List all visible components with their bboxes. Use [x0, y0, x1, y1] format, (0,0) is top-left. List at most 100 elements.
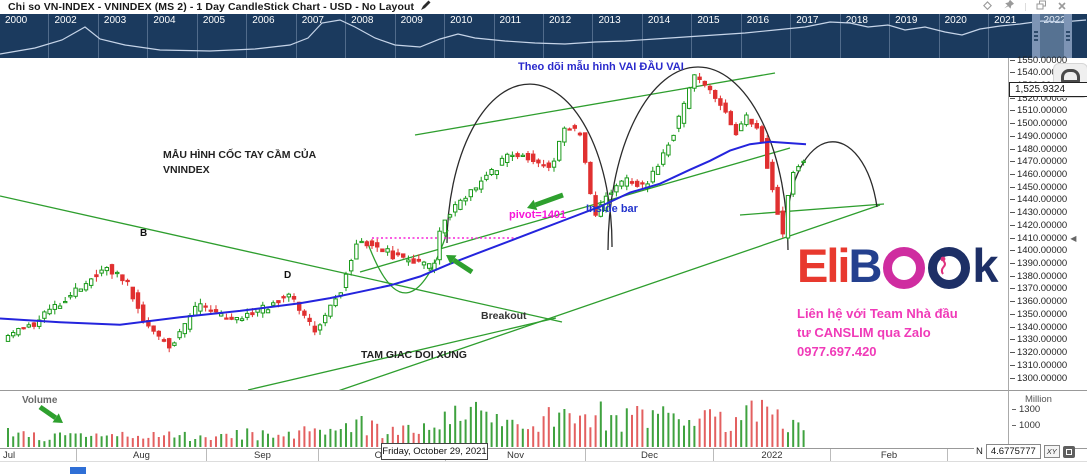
- range-handle-right[interactable]: [1064, 14, 1072, 58]
- month-label: [947, 449, 1087, 461]
- year-label[interactable]: 2000: [5, 15, 28, 26]
- month-label: Feb: [830, 449, 947, 461]
- close-icon[interactable]: [1057, 0, 1067, 16]
- price-tick-label: 1330.00000: [1010, 334, 1067, 346]
- price-tick-label: 1430.00000: [1010, 207, 1067, 219]
- price-tick-label: 1480.00000: [1010, 143, 1067, 155]
- icon-divider: [1025, 3, 1026, 11]
- year-label[interactable]: 2019: [889, 14, 938, 58]
- price-tick-label: 1390.00000: [1010, 258, 1067, 270]
- point-d-label: D: [284, 270, 292, 281]
- year-label[interactable]: 2007: [295, 14, 345, 58]
- price-tick-label: 1440.00000: [1010, 194, 1067, 206]
- price-tick-label: 1400.00000: [1010, 245, 1067, 257]
- restore-window-icon[interactable]: [1036, 0, 1047, 16]
- bottom-strip: [0, 461, 1087, 475]
- price-tick-label: 1320.00000: [1010, 347, 1067, 359]
- year-label[interactable]: 2003: [97, 14, 147, 58]
- title-bar: Chi so VN-INDEX - VNINDEX (MS 2) - 1 Day…: [0, 0, 1087, 14]
- price-tick-label: 1550.00000: [1010, 54, 1067, 66]
- month-label: Dec: [585, 449, 713, 461]
- year-label[interactable]: 2016: [740, 14, 790, 58]
- status-window-icon[interactable]: [1062, 445, 1075, 458]
- volume-tick: 1000: [1012, 420, 1040, 431]
- year-label[interactable]: 2020: [938, 14, 988, 58]
- price-tick-label: 1340.00000: [1010, 321, 1067, 333]
- price-tick-label: 1460.00000: [1010, 168, 1067, 180]
- price-tick-label: 1510.00000: [1010, 105, 1067, 117]
- price-tick-label: 1540.00000: [1010, 67, 1067, 79]
- price-tick-label: 1370.00000: [1010, 283, 1067, 295]
- year-label[interactable]: 2018: [839, 14, 889, 58]
- month-label: 2022: [713, 449, 830, 461]
- annotation-pivot: pivot=1401: [509, 209, 567, 221]
- month-label: Sep: [206, 449, 318, 461]
- price-tick-label: 1360.00000: [1010, 296, 1067, 308]
- price-tick-label: 1420.00000: [1010, 219, 1067, 231]
- status-prefix: N: [976, 446, 983, 457]
- year-label[interactable]: 2009: [394, 14, 444, 58]
- annotation-cup-handle: MẪU HÌNH CỐC TAY CẦM CỦA VNINDEX: [163, 149, 316, 176]
- price-tick-label: 1410.00000 ◀: [1010, 232, 1076, 244]
- overview-mini-chart: [0, 19, 1087, 55]
- point-b-label: B: [140, 228, 148, 239]
- annotation-inside-bar: Inside bar: [586, 203, 638, 215]
- price-tick-label: 1380.00000: [1010, 270, 1067, 282]
- logo-contact: Liên hệ với Team Nhà đầu tư CANSLIM qua Z…: [797, 306, 958, 359]
- logo-part-k: k: [972, 238, 999, 292]
- year-label[interactable]: 2014: [641, 14, 691, 58]
- volume-unit-label: Million: [1025, 394, 1052, 405]
- price-tick-label: 1300.00000: [1010, 372, 1067, 384]
- year-label[interactable]: 2013: [592, 14, 641, 58]
- year-label[interactable]: 2006: [246, 14, 295, 58]
- price-pane[interactable]: Theo dõi mẫu hình VAI ĐẦU VAI MẪU HÌNH C…: [0, 58, 1008, 393]
- price-tick-label: 1310.00000: [1010, 359, 1067, 371]
- price-tick-label: 1490.00000: [1010, 130, 1067, 142]
- year-label[interactable]: 2012: [542, 14, 592, 58]
- window-title: Chi so VN-INDEX - VNINDEX (MS 2) - 1 Day…: [8, 1, 415, 13]
- year-label[interactable]: 2011: [493, 14, 543, 58]
- annotation-breakout: Breakout: [481, 310, 527, 322]
- month-label: Aug: [76, 449, 206, 461]
- year-label[interactable]: 2017: [790, 14, 839, 58]
- logo-o-navy-icon: [928, 247, 971, 289]
- price-tick-label: 1500.00000: [1010, 118, 1067, 130]
- edit-title-icon[interactable]: [420, 0, 432, 16]
- logo-part-eli: Eli: [797, 238, 850, 292]
- year-label[interactable]: 2004: [147, 14, 196, 58]
- year-navigator[interactable]: 2000 2002 2003 2004 2005 2006 2007 2008 2009 2010…: [0, 14, 1087, 58]
- logo-part-b: B: [848, 238, 882, 292]
- price-tick-label: 1450.00000: [1010, 181, 1067, 193]
- year-label[interactable]: 2002: [48, 14, 97, 58]
- status-bar: N 4.6775777 XY: [974, 444, 1075, 459]
- year-label[interactable]: 2008: [345, 14, 394, 58]
- date-tooltip: Friday, October 29, 2021: [381, 443, 488, 460]
- month-label: Jul: [3, 450, 16, 461]
- range-handle-left[interactable]: [1032, 14, 1040, 58]
- candlestick-canvas[interactable]: [0, 58, 1008, 393]
- logo-o-pink-icon: [883, 247, 926, 289]
- month-axis: JulAugSepOctNovDec2022Feb: [0, 448, 1087, 461]
- year-label[interactable]: 2005: [196, 14, 246, 58]
- current-price-box: 1,525.9324: [1009, 82, 1087, 97]
- axis-marker-icon: ◀: [1070, 233, 1077, 243]
- volume-axis[interactable]: Million 1300 1000: [1008, 390, 1087, 448]
- price-tick-label: 1350.00000: [1010, 308, 1067, 320]
- volume-tick: 1300: [1012, 404, 1040, 415]
- scrollbar-thumb[interactable]: [70, 467, 86, 474]
- volume-pane[interactable]: Volume: [0, 390, 1008, 448]
- price-tick-label: 1520.00000: [1010, 92, 1067, 104]
- price-tick-label: 1470.00000: [1010, 156, 1067, 168]
- param-diamond-icon[interactable]: [982, 0, 993, 16]
- xy-toggle-button[interactable]: XY: [1043, 445, 1060, 458]
- volume-pane-label: Volume: [22, 395, 58, 406]
- year-label[interactable]: 2010: [444, 14, 493, 58]
- annotation-head-shoulders: Theo dõi mẫu hình VAI ĐẦU VAI: [518, 61, 684, 73]
- status-value: 4.6775777: [985, 444, 1041, 459]
- price-axis[interactable]: 1,525.9324 1550.000001540.000001530.0000…: [1008, 55, 1087, 390]
- pin-icon[interactable]: [1003, 0, 1015, 16]
- year-label[interactable]: 2021: [988, 14, 1037, 58]
- volume-canvas: [7, 399, 805, 447]
